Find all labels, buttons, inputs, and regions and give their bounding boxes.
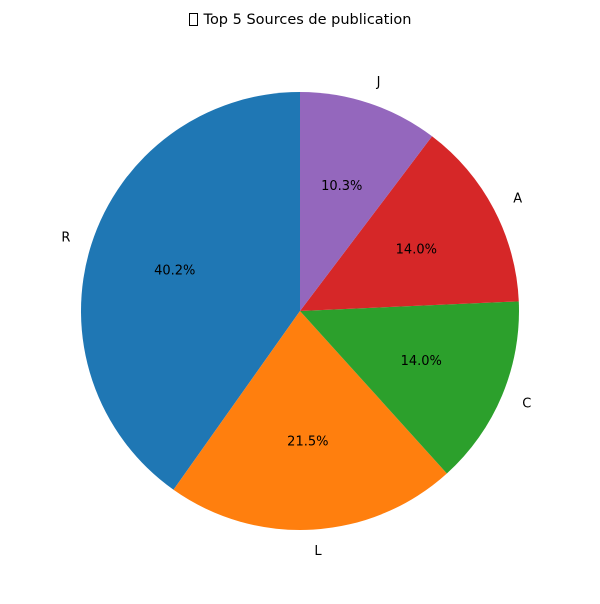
slice-category-label-l: L xyxy=(314,544,322,559)
missing-glyph-icon xyxy=(188,13,198,26)
slice-percent-label-c: 14.0% xyxy=(401,354,442,369)
pie-slice-c xyxy=(300,301,520,474)
slice-category-label-r: R xyxy=(61,231,70,246)
pie-slice-l xyxy=(173,311,447,531)
slice-percent-label-l: 21.5% xyxy=(287,435,328,450)
slice-percent-label-a: 14.0% xyxy=(396,242,437,257)
pie-slice-a xyxy=(300,136,519,311)
slice-category-label-a: A xyxy=(513,191,522,206)
slice-category-label-c: C xyxy=(522,396,531,411)
chart-title: Top 5 Sources de publication xyxy=(0,12,600,28)
pie-slice-j xyxy=(300,92,433,311)
slice-percent-label-r: 40.2% xyxy=(154,264,195,279)
slice-category-label-j: J xyxy=(376,75,381,90)
slice-percent-label-j: 10.3% xyxy=(321,179,362,194)
chart-title-text: Top 5 Sources de publication xyxy=(203,12,412,28)
pie-slice-r xyxy=(80,91,301,490)
